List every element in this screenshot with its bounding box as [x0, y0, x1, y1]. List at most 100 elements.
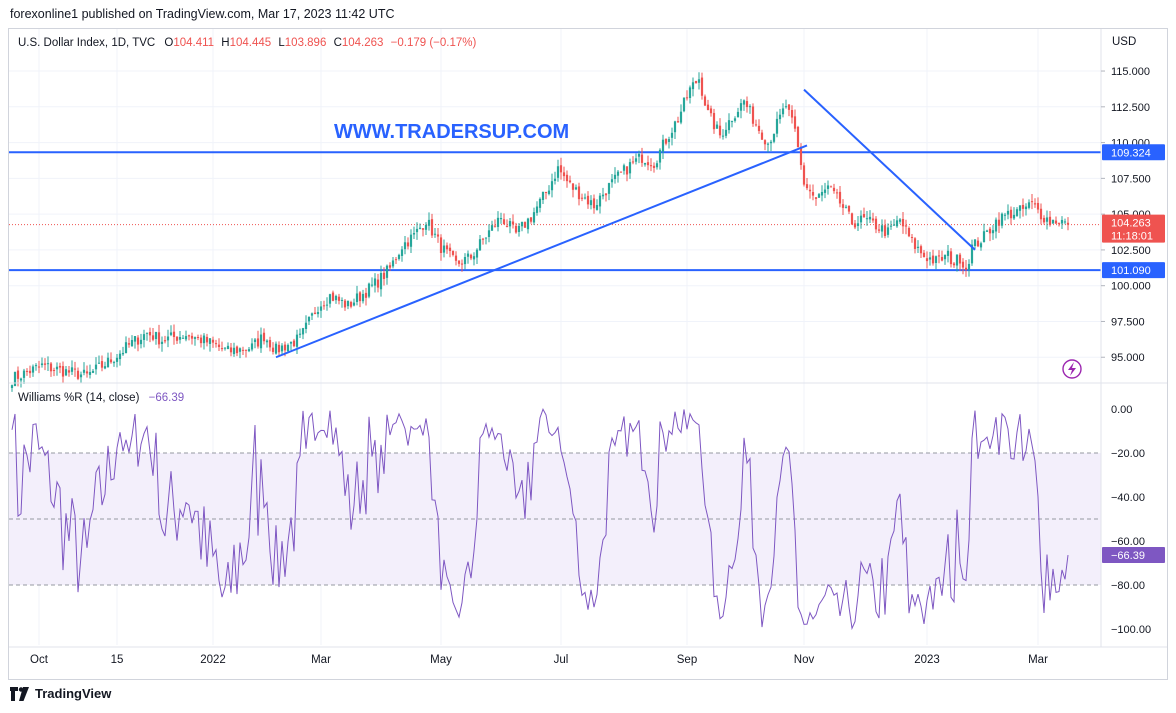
candle-body — [379, 273, 383, 290]
candle-body — [592, 198, 596, 209]
candle-body — [307, 316, 311, 322]
candle-body — [763, 140, 767, 145]
price-tick-label: 102.500 — [1111, 245, 1151, 257]
candle-body — [955, 254, 959, 266]
trendline — [803, 88, 976, 251]
candle-body — [40, 363, 44, 366]
chart-svg[interactable]: 115.000112.500110.000107.500105.000102.5… — [9, 29, 1167, 679]
candle-body — [412, 233, 416, 235]
candle-body — [877, 229, 881, 231]
candle-body — [184, 336, 188, 340]
candle-body — [64, 369, 68, 376]
candle-body — [556, 166, 560, 178]
candle-body — [205, 336, 209, 343]
candle-body — [775, 118, 779, 134]
candle-body — [721, 135, 725, 137]
candle-body — [697, 79, 701, 83]
candle-body — [646, 162, 650, 166]
candle-body — [793, 116, 797, 129]
x-tick-label: Sep — [677, 654, 697, 666]
candle-body — [883, 225, 887, 237]
candle-body — [310, 313, 314, 316]
low-value: 103.896 — [285, 37, 327, 49]
indicator-band — [9, 452, 1101, 586]
candle-body — [49, 363, 53, 372]
axes — [9, 29, 1167, 648]
level-101-badge — [1102, 262, 1165, 279]
candle-body — [427, 219, 431, 226]
candle-body — [97, 362, 101, 364]
candle-body — [43, 363, 47, 365]
candle-body — [259, 334, 263, 349]
candle-body — [1051, 219, 1055, 224]
candle-body — [1036, 202, 1040, 210]
current-price-badge — [1102, 214, 1165, 243]
lightning-icon[interactable] — [1062, 359, 1082, 379]
candle-body — [250, 343, 254, 350]
candle-body — [952, 263, 956, 266]
candle-body — [859, 215, 863, 223]
indicator-tick-label: −40.00 — [1111, 492, 1145, 504]
candle-body — [562, 172, 566, 177]
horizontal-levels[interactable] — [9, 151, 1101, 272]
candle-body — [244, 349, 248, 351]
candle-body — [109, 359, 113, 363]
candle-body — [937, 255, 941, 257]
candle-body — [448, 247, 452, 252]
candle-body — [79, 374, 83, 378]
candle-body — [334, 295, 338, 301]
candle-body — [1012, 214, 1016, 219]
candle-body — [349, 302, 353, 307]
candle-body — [304, 322, 308, 330]
candle-body — [499, 217, 503, 220]
candle-body — [835, 192, 839, 194]
candle-body — [466, 253, 470, 257]
candle-body — [589, 200, 593, 206]
candle-body — [907, 227, 911, 237]
candle-body — [1063, 221, 1067, 223]
candle-body — [784, 106, 788, 108]
candle-body — [856, 223, 860, 226]
candle-body — [832, 187, 836, 192]
candle-body — [265, 340, 269, 343]
candle-body — [298, 333, 302, 335]
candle-body — [802, 165, 806, 185]
currency-label: USD — [1112, 36, 1136, 48]
candle-body — [958, 254, 962, 264]
candle-body — [616, 171, 620, 176]
publication-header: forexonline1 published on TradingView.co… — [10, 7, 395, 21]
candle-body — [463, 256, 467, 265]
candle-body — [124, 342, 128, 354]
candle-body — [487, 230, 491, 238]
candle-body — [418, 227, 422, 229]
level-109-label: 109.324 — [1111, 147, 1151, 159]
high-value: 104.445 — [230, 37, 272, 49]
x-tick-label: Mar — [311, 654, 331, 666]
candle-body — [682, 97, 686, 112]
candle-body — [301, 328, 305, 335]
candle-body — [358, 292, 362, 302]
candle-body — [829, 186, 833, 188]
candle-body — [286, 344, 290, 352]
x-tick-label: 15 — [111, 654, 124, 666]
candle-body — [628, 162, 632, 174]
candle-body — [460, 263, 464, 265]
candle-body — [844, 206, 848, 208]
candle-body — [88, 372, 92, 375]
candle-body — [739, 103, 743, 111]
candle-body — [649, 165, 653, 167]
candle-body — [361, 293, 365, 302]
candle-body — [718, 125, 722, 136]
candle-body — [781, 108, 785, 115]
candle-body — [352, 302, 356, 306]
candle-body — [541, 191, 545, 200]
axis-labels: 115.000112.500110.000107.500105.000102.5… — [30, 66, 1165, 666]
candle-body — [838, 191, 842, 204]
trendlines[interactable] — [275, 88, 976, 359]
candle-body — [757, 125, 761, 132]
candle-body — [133, 336, 137, 342]
candle-body — [880, 225, 884, 232]
candle-body — [727, 120, 731, 131]
candle-body — [190, 335, 194, 339]
candle-body — [391, 260, 395, 267]
